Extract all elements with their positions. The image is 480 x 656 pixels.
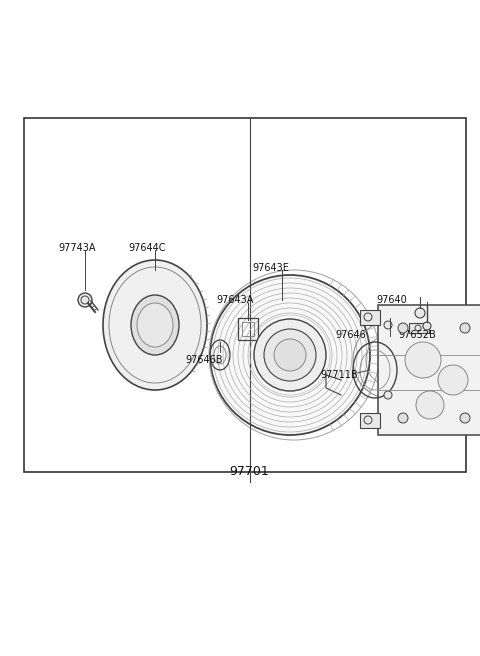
- Circle shape: [416, 391, 444, 419]
- Circle shape: [460, 323, 470, 333]
- Text: 97701: 97701: [230, 465, 269, 478]
- Bar: [242, 322, 254, 336]
- Circle shape: [438, 365, 468, 395]
- Text: 97640: 97640: [376, 295, 407, 305]
- Bar: [24, 118, 466, 472]
- Bar: [378, 305, 480, 435]
- Circle shape: [264, 329, 316, 381]
- Text: 97643E: 97643E: [252, 263, 289, 273]
- Bar: [360, 310, 380, 325]
- Circle shape: [398, 413, 408, 423]
- Circle shape: [384, 391, 392, 399]
- Circle shape: [210, 275, 370, 435]
- Text: 97643A: 97643A: [216, 295, 253, 305]
- Bar: [409, 323, 429, 333]
- Text: 97652B: 97652B: [398, 330, 436, 340]
- Circle shape: [78, 293, 92, 307]
- Circle shape: [254, 319, 326, 391]
- Text: 97743A: 97743A: [58, 243, 96, 253]
- Circle shape: [415, 308, 425, 318]
- Text: 97711B: 97711B: [320, 370, 358, 380]
- Ellipse shape: [137, 303, 173, 347]
- Circle shape: [460, 413, 470, 423]
- Text: 97646B: 97646B: [185, 355, 223, 365]
- Text: 97644C: 97644C: [128, 243, 166, 253]
- Circle shape: [384, 321, 392, 329]
- Ellipse shape: [103, 260, 207, 390]
- Text: 97646: 97646: [335, 330, 366, 340]
- Circle shape: [405, 342, 441, 378]
- Bar: [360, 413, 380, 428]
- Ellipse shape: [109, 267, 201, 383]
- Circle shape: [274, 339, 306, 371]
- Bar: [238, 318, 258, 340]
- Circle shape: [398, 323, 408, 333]
- Circle shape: [423, 322, 431, 330]
- Ellipse shape: [131, 295, 179, 355]
